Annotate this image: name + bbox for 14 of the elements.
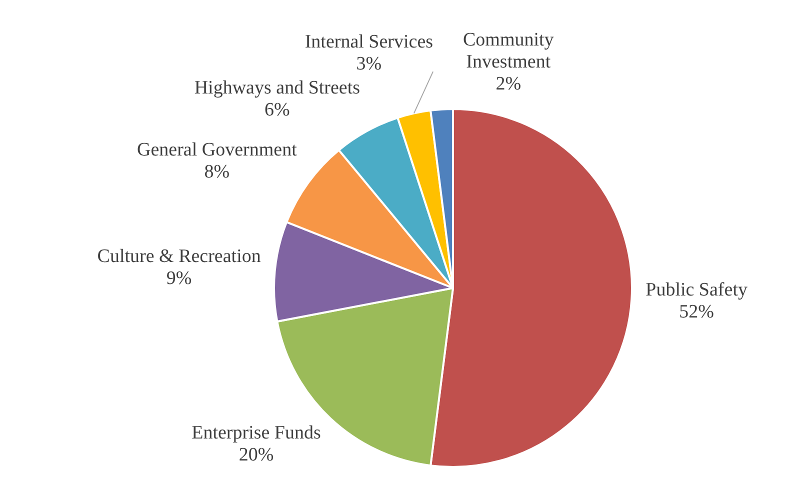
- slice-label: Enterprise Funds: [192, 422, 321, 444]
- data-label: 20%: [238, 444, 274, 466]
- slice-label: Community Investment: [462, 29, 554, 72]
- data-label: 2%: [496, 73, 522, 94]
- data-label: 3%: [356, 54, 382, 75]
- data-label: 9%: [166, 268, 192, 289]
- slice-label: Public Safety: [646, 279, 748, 300]
- slice-label: Culture & Recreation: [97, 246, 262, 267]
- data-label: 8%: [204, 162, 230, 183]
- data-label: 52%: [679, 301, 714, 322]
- slice-label: Internal Services: [304, 32, 434, 53]
- slice-label: Highways and Streets: [194, 78, 360, 99]
- data-label: 6%: [264, 100, 290, 121]
- slice-label: General Government: [137, 140, 298, 161]
